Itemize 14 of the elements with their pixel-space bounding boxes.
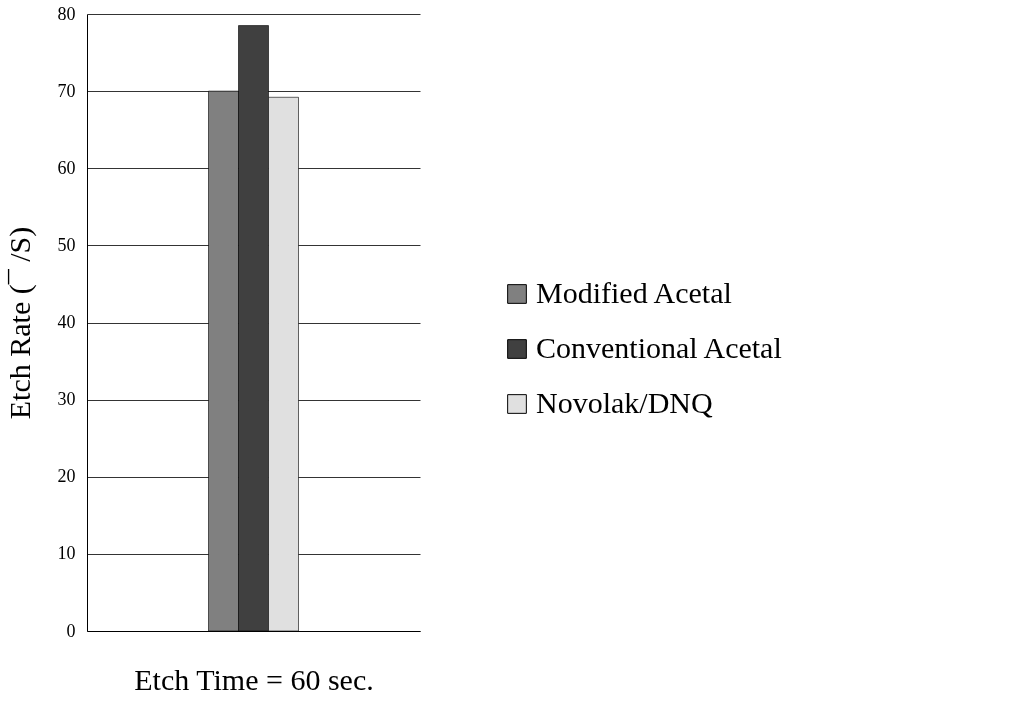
y-tick-label: 70: [57, 80, 76, 101]
x-axis-title: Etch Time = 60 sec.: [134, 662, 374, 696]
legend-label: Modified Acetal: [536, 276, 732, 309]
y-tick-label: 20: [57, 466, 76, 487]
y-axis-title: Etch Rate (¯ /S): [2, 226, 37, 420]
y-tick-label: 60: [57, 157, 76, 178]
y-tick-label: 0: [66, 620, 76, 641]
y-tick-label: 50: [57, 234, 76, 255]
y-tick-label: 80: [57, 3, 76, 24]
y-tick-label: 10: [57, 543, 76, 564]
legend-label: Conventional Acetal: [536, 331, 782, 364]
legend-label: Novolak/DNQ: [536, 386, 713, 419]
y-tick-label: 40: [57, 312, 76, 332]
y-tick-label: 30: [57, 389, 76, 410]
